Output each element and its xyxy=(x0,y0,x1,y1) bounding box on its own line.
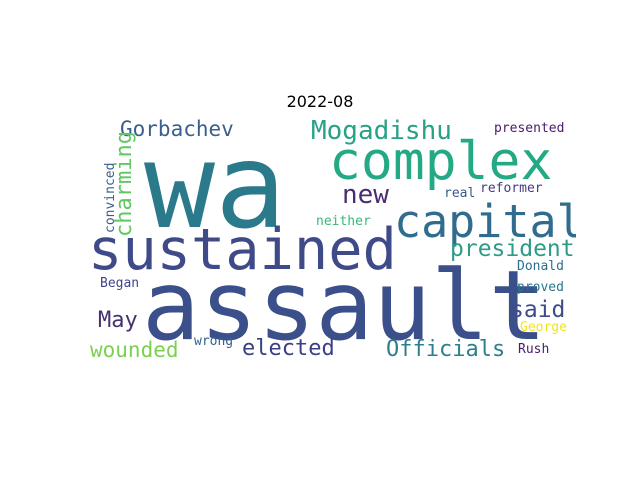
word-gorbachev: Gorbachev xyxy=(120,117,234,141)
word-real: real xyxy=(444,186,476,201)
word-george: George xyxy=(520,320,567,335)
word-cloud: wa assault sustained complex capital Mog… xyxy=(80,117,576,365)
word-wrong: wrong xyxy=(194,334,234,349)
word-presented: presented xyxy=(494,121,565,136)
word-rush: Rush xyxy=(518,342,550,357)
word-may: May xyxy=(98,308,138,333)
word-sustained: sustained xyxy=(88,217,397,283)
word-president: president xyxy=(450,236,575,262)
word-wounded: wounded xyxy=(90,338,179,362)
word-proved: proved xyxy=(517,280,564,295)
word-donald: Donald xyxy=(517,259,564,274)
chart-title: 2022-08 xyxy=(286,92,354,111)
word-mogadishu: Mogadishu xyxy=(311,117,452,146)
word-officials: Officials xyxy=(386,337,506,362)
word-began: Began xyxy=(100,276,140,291)
word-said: said xyxy=(510,297,566,323)
word-wa: wa xyxy=(144,117,287,255)
word-reformer: reformer xyxy=(480,181,543,196)
word-complex: complex xyxy=(329,131,553,192)
word-convinced: convinced xyxy=(103,162,118,233)
word-neither: neither xyxy=(316,214,371,229)
word-new: new xyxy=(342,180,389,210)
word-capital: capital xyxy=(394,195,576,248)
word-assault: assault xyxy=(142,250,547,362)
word-elected: elected xyxy=(242,336,335,361)
